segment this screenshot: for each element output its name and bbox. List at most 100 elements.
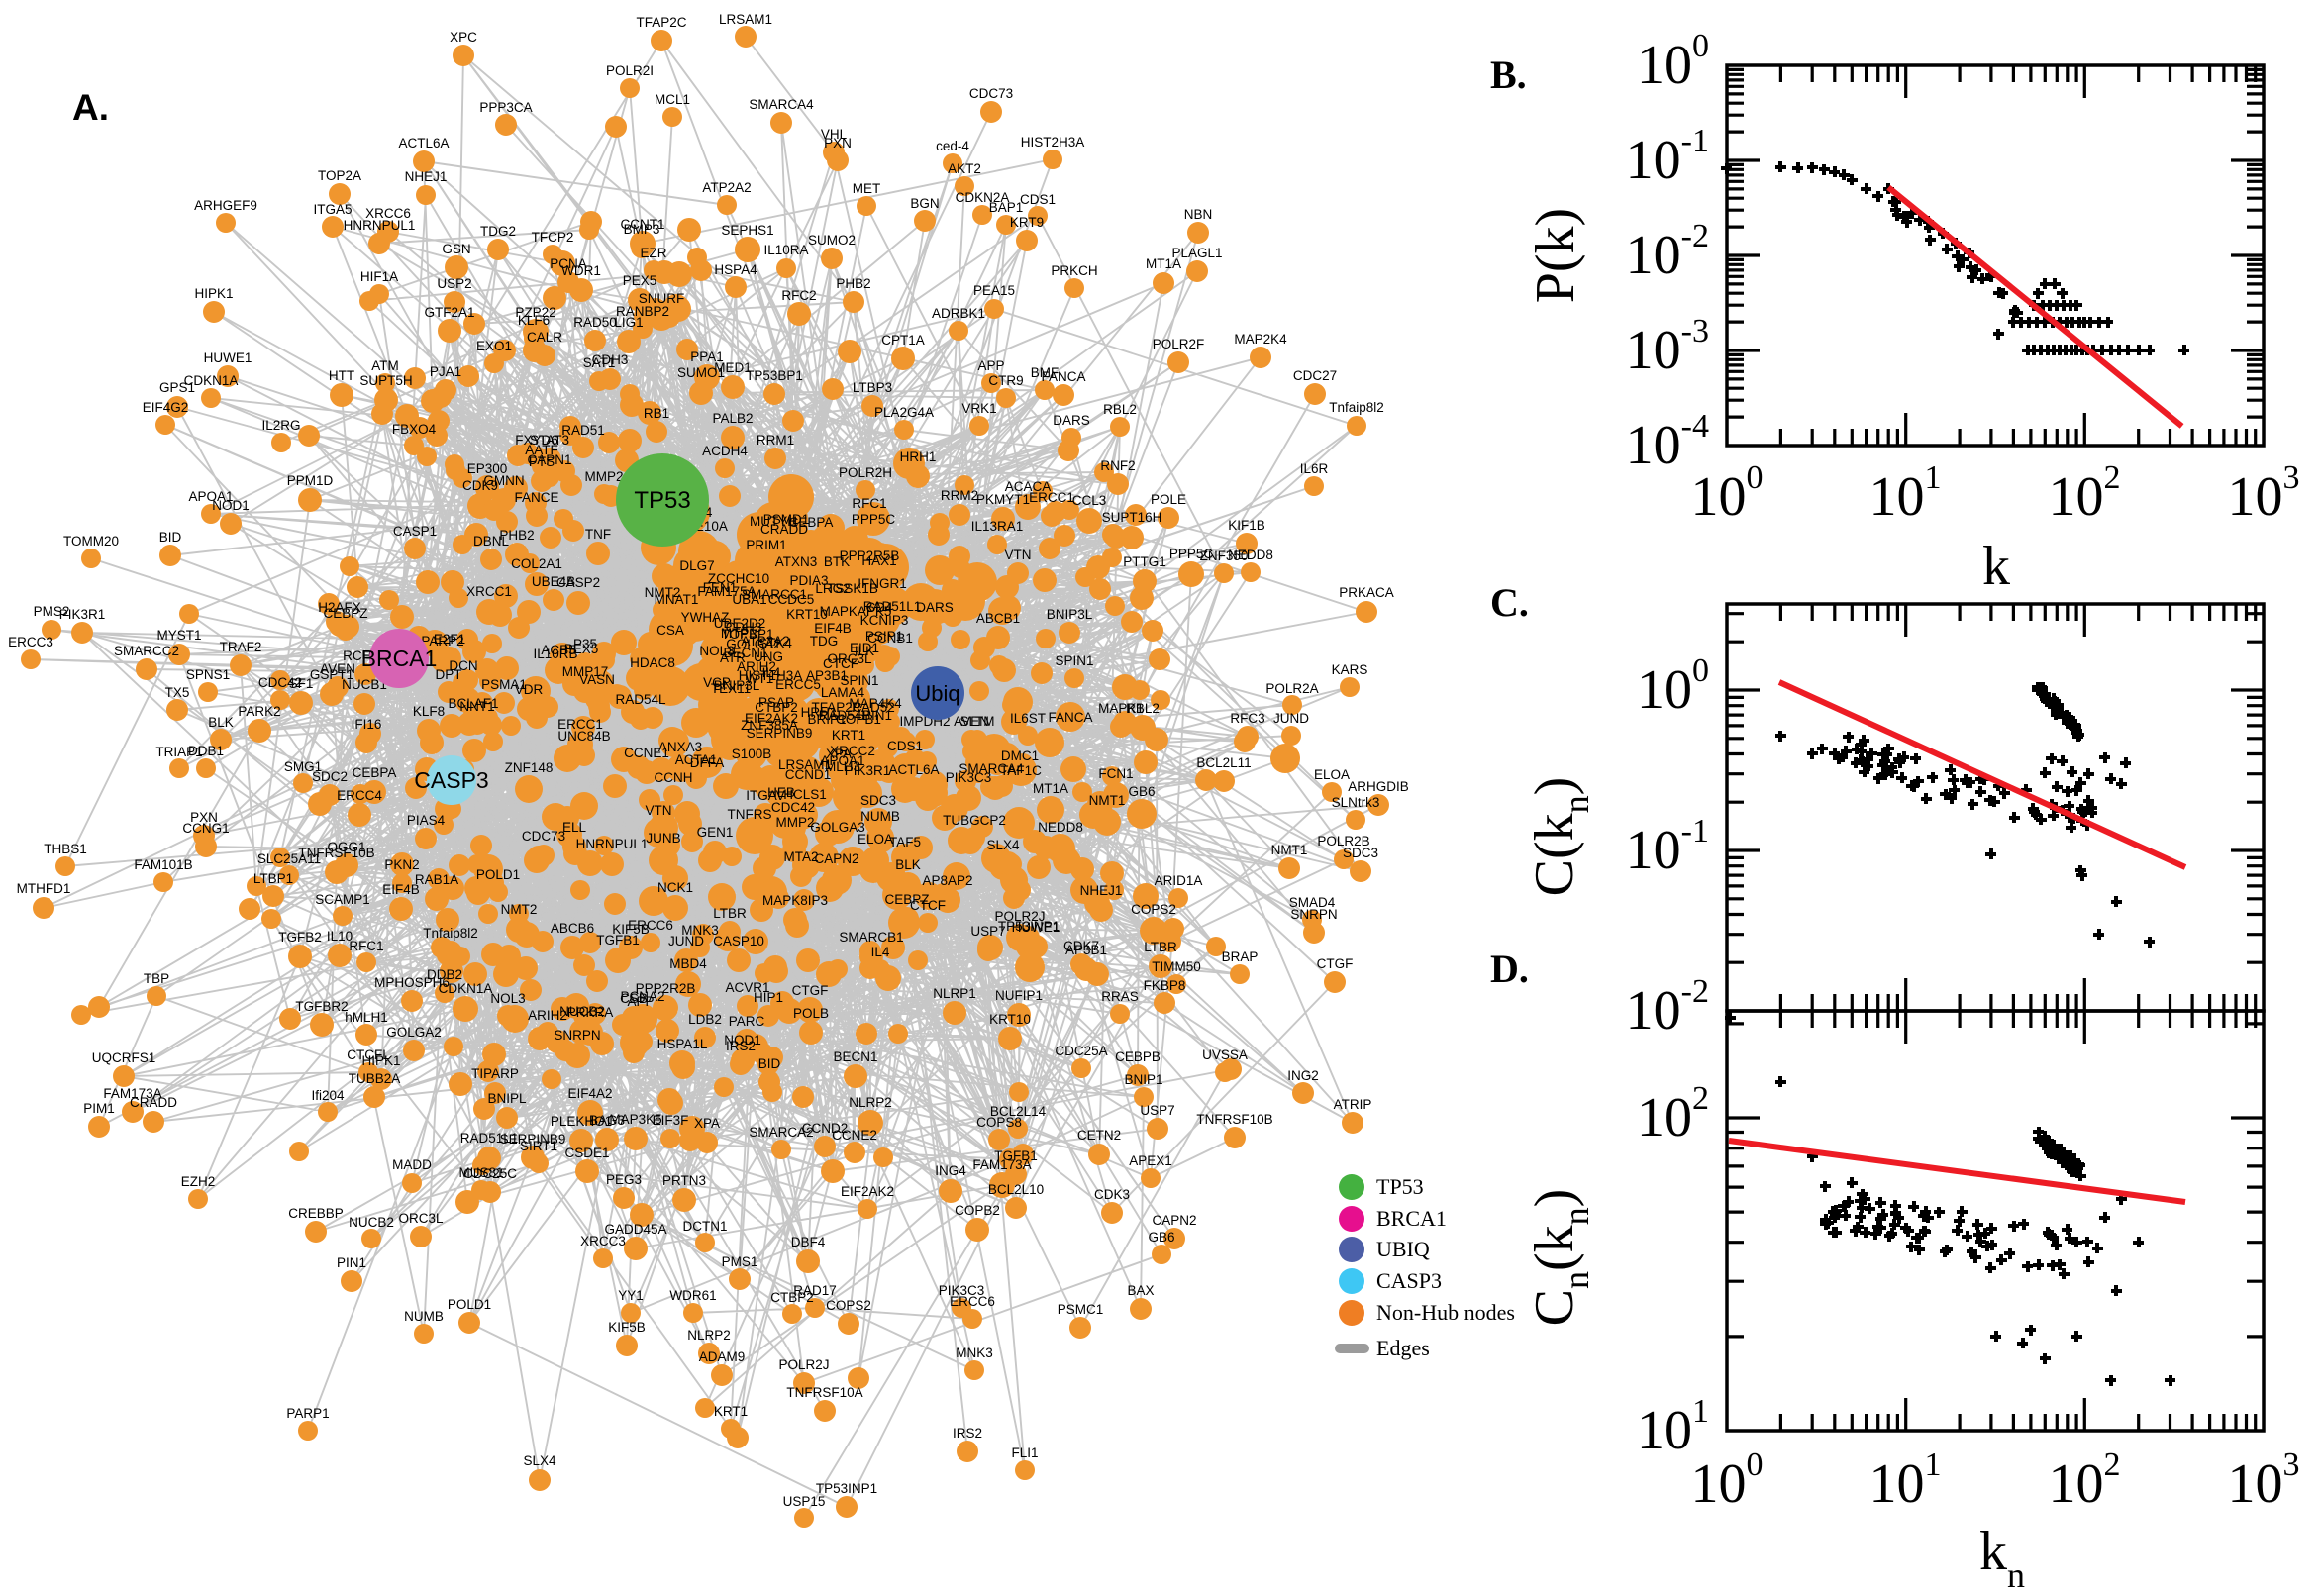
svg-text:CAPN2: CAPN2 — [814, 851, 858, 866]
svg-text:MAPKAPK5: MAPKAPK5 — [820, 604, 892, 619]
svg-text:FANCE: FANCE — [514, 490, 558, 505]
svg-text:BECN1: BECN1 — [833, 1049, 877, 1064]
svg-text:TGFBR2: TGFBR2 — [295, 999, 348, 1014]
svg-text:EIF4A2: EIF4A2 — [567, 1086, 612, 1101]
svg-text:TP53: TP53 — [1376, 1174, 1424, 1199]
svg-text:COPB2: COPB2 — [955, 1203, 1000, 1218]
svg-text:BCL2L10: BCL2L10 — [988, 1182, 1044, 1197]
svg-text:Ifi204: Ifi204 — [311, 1088, 345, 1103]
svg-text:VDR: VDR — [515, 682, 544, 697]
svg-text:ATXN3: ATXN3 — [775, 554, 818, 569]
svg-text:MTPN: MTPN — [721, 626, 758, 641]
svg-text:GTF2A1: GTF2A1 — [424, 305, 474, 320]
svg-text:IL2RG: IL2RG — [261, 418, 300, 433]
svg-text:GMNN: GMNN — [483, 473, 524, 488]
svg-text:JUND: JUND — [1273, 711, 1309, 726]
svg-text:BRAP: BRAP — [1222, 949, 1259, 964]
svg-text:TBP: TBP — [144, 971, 169, 986]
svg-text:HNRNPUL1: HNRNPUL1 — [344, 218, 416, 233]
svg-text:ACTA1: ACTA1 — [675, 752, 718, 767]
svg-text:HRH1: HRH1 — [801, 705, 838, 720]
svg-text:STK4: STK4 — [758, 636, 792, 650]
svg-text:UQCRFS1: UQCRFS1 — [92, 1050, 156, 1065]
svg-text:COPS2: COPS2 — [826, 1298, 871, 1313]
svg-text:CDC42: CDC42 — [258, 675, 302, 690]
svg-text:USP15: USP15 — [783, 1494, 826, 1509]
svg-text:CRADD: CRADD — [760, 522, 808, 537]
svg-text:SLX4: SLX4 — [986, 838, 1020, 852]
svg-text:MAPK8IP3: MAPK8IP3 — [762, 893, 828, 908]
svg-text:UVSSA: UVSSA — [1202, 1047, 1248, 1062]
svg-text:CDS1: CDS1 — [887, 739, 923, 753]
svg-text:PHB2: PHB2 — [499, 528, 534, 543]
svg-text:NEDD8: NEDD8 — [1038, 820, 1083, 835]
svg-text:HUWE1: HUWE1 — [204, 350, 252, 365]
svg-text:CCND2: CCND2 — [802, 1121, 849, 1136]
svg-text:PLAGL1: PLAGL1 — [1171, 246, 1222, 260]
svg-text:YWHAZ: YWHAZ — [681, 610, 730, 625]
svg-text:FEN1: FEN1 — [703, 580, 738, 595]
svg-text:CDK9: CDK9 — [462, 478, 498, 493]
svg-text:CCNE1: CCNE1 — [624, 746, 669, 760]
svg-text:SMARCC1: SMARCC1 — [742, 587, 807, 602]
svg-text:TAF1C: TAF1C — [1000, 763, 1042, 778]
svg-text:LIG1: LIG1 — [614, 315, 643, 330]
svg-text:PPP2R2B: PPP2R2B — [636, 981, 696, 996]
svg-text:KRT9: KRT9 — [1010, 215, 1044, 230]
svg-text:ADRBK1: ADRBK1 — [932, 306, 985, 321]
svg-text:B.: B. — [1490, 52, 1527, 97]
svg-text:PKN2: PKN2 — [384, 857, 419, 872]
svg-text:ERCC3: ERCC3 — [8, 635, 53, 649]
svg-text:NMT1: NMT1 — [1089, 793, 1126, 808]
svg-text:CAPN2: CAPN2 — [1152, 1213, 1196, 1228]
svg-text:ARHGDIB: ARHGDIB — [1348, 779, 1409, 794]
svg-text:RBL2: RBL2 — [1103, 402, 1137, 417]
svg-text:DARS: DARS — [1053, 413, 1090, 428]
svg-text:VTN: VTN — [646, 803, 672, 818]
svg-text:PPP2R5B: PPP2R5B — [840, 549, 900, 563]
svg-text:FXYD6: FXYD6 — [515, 433, 558, 448]
svg-text:AKT2: AKT2 — [948, 161, 981, 176]
svg-text:FBXO4: FBXO4 — [392, 422, 437, 437]
svg-text:SAT1: SAT1 — [583, 355, 616, 370]
svg-text:SNRPN: SNRPN — [554, 1028, 600, 1043]
svg-text:PSMD1: PSMD1 — [763, 512, 810, 527]
svg-text:SMARCC2: SMARCC2 — [114, 644, 179, 658]
svg-text:ZNF385A: ZNF385A — [741, 718, 798, 733]
svg-text:RAD52: RAD52 — [852, 700, 895, 715]
svg-text:CASP1: CASP1 — [393, 524, 437, 539]
svg-text:SLTM: SLTM — [960, 714, 994, 729]
svg-text:LRSAM1: LRSAM1 — [778, 757, 832, 772]
svg-text:CEBPZ: CEBPZ — [323, 606, 367, 621]
svg-text:PXN: PXN — [190, 810, 218, 825]
svg-text:VHL: VHL — [821, 127, 848, 142]
svg-text:BECN1: BECN1 — [723, 646, 767, 660]
svg-text:PPA1: PPA1 — [690, 349, 724, 364]
svg-text:TOMM20: TOMM20 — [63, 534, 119, 549]
svg-text:NUCB2: NUCB2 — [349, 1215, 394, 1230]
svg-text:CETN2: CETN2 — [1077, 1128, 1121, 1143]
svg-text:DLG7: DLG7 — [679, 558, 714, 573]
svg-text:hMLH1: hMLH1 — [345, 1010, 388, 1025]
svg-text:HEB: HEB — [767, 785, 795, 800]
svg-text:RAD54B: RAD54B — [819, 708, 871, 723]
svg-text:PIK3R1: PIK3R1 — [845, 763, 891, 778]
svg-text:CDH3: CDH3 — [592, 352, 629, 367]
svg-text:PJA1: PJA1 — [430, 364, 461, 379]
svg-text:CDC25C: CDC25C — [463, 1166, 517, 1181]
svg-text:DBF4: DBF4 — [791, 1235, 826, 1249]
svg-text:BNIP3L: BNIP3L — [714, 678, 760, 693]
svg-text:HDAC8: HDAC8 — [630, 655, 675, 670]
svg-text:THBS1: THBS1 — [44, 842, 87, 856]
svg-text:GOLGA2: GOLGA2 — [726, 637, 781, 651]
svg-text:TGFB1: TGFB1 — [994, 1148, 1038, 1163]
svg-text:POLR2F: POLR2F — [1153, 337, 1205, 351]
svg-text:P35: P35 — [573, 637, 597, 651]
svg-text:MAP4K4: MAP4K4 — [849, 696, 902, 711]
svg-text:GPS1: GPS1 — [159, 380, 195, 395]
svg-text:USP7: USP7 — [1140, 1103, 1174, 1118]
svg-text:BGN: BGN — [910, 196, 939, 211]
svg-text:IFNGR1: IFNGR1 — [858, 576, 907, 591]
svg-text:PSAP: PSAP — [758, 695, 794, 710]
svg-text:ACDH4: ACDH4 — [702, 444, 748, 458]
